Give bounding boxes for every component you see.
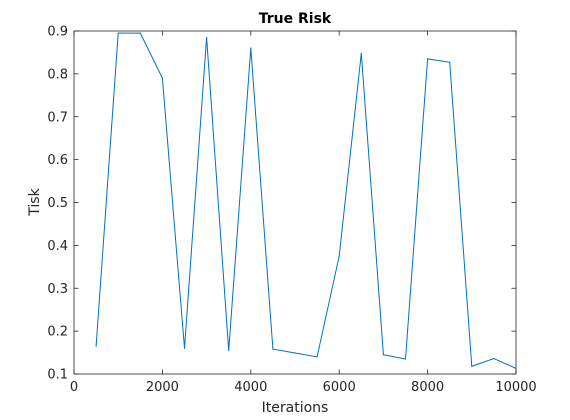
- x-tick-label: 4000: [234, 380, 267, 395]
- x-tick-label: 0: [70, 380, 78, 395]
- x-tick-label: 10000: [495, 380, 536, 395]
- x-axis-label: Iterations: [262, 400, 329, 416]
- data-point: [382, 354, 384, 356]
- y-tick-label: 0.6: [47, 153, 68, 168]
- data-point: [139, 32, 141, 34]
- data-point: [427, 58, 429, 60]
- plot-area: [74, 31, 516, 374]
- y-tick-label: 0.4: [47, 239, 68, 254]
- data-point: [471, 365, 473, 367]
- data-point: [206, 36, 208, 39]
- data-point: [493, 357, 495, 360]
- chart-title: True Risk: [259, 11, 332, 27]
- y-axis-label: Tisk: [27, 187, 43, 216]
- data-point: [250, 47, 252, 49]
- data-point: [95, 345, 97, 347]
- tick-layer: 0 2000 4000 6000 8000 10000 0.1 0.2 0.3 0.4 0.5 0.6…: [47, 25, 536, 396]
- x-tick-label: 6000: [323, 380, 356, 395]
- data-point: [117, 32, 119, 34]
- y-tick-label: 0.7: [47, 110, 68, 125]
- series-layer: [95, 32, 517, 370]
- y-tick-label: 0.2: [47, 325, 68, 340]
- data-point: [183, 347, 186, 349]
- y-tick-label: 0.9: [47, 25, 68, 40]
- x-tick-label: 2000: [146, 380, 179, 395]
- data-point: [360, 52, 362, 54]
- x-tick-label: 8000: [411, 380, 444, 395]
- y-tick-label: 0.3: [47, 282, 68, 297]
- data-point: [228, 349, 230, 352]
- data-point: [272, 348, 274, 350]
- y-tick-label: 0.8: [47, 67, 68, 82]
- data-point: [338, 255, 340, 257]
- series-line: [95, 32, 517, 369]
- data-point: [161, 77, 163, 79]
- data-point: [404, 358, 407, 360]
- y-tick-label: 0.5: [47, 196, 68, 211]
- data-point: [316, 356, 318, 358]
- y-tick-label: 0.1: [47, 368, 68, 383]
- data-point: [294, 352, 296, 354]
- data-point: [449, 61, 451, 63]
